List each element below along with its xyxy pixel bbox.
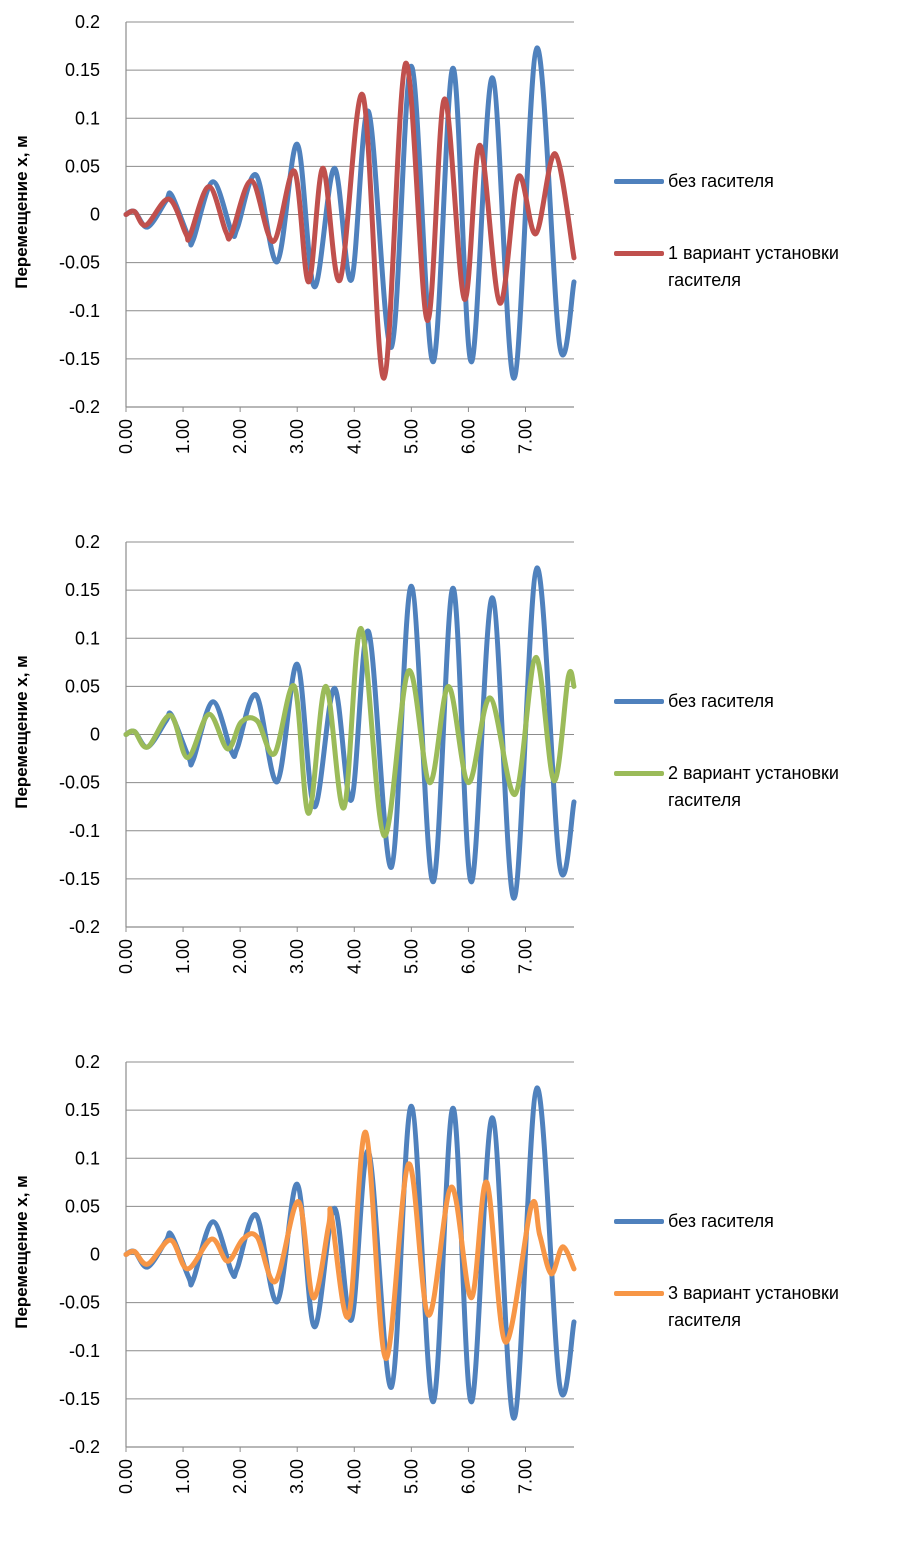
x-tick-label: 4.00 xyxy=(344,419,364,454)
legend-label: без гасителя xyxy=(668,691,774,711)
legend-swatch xyxy=(614,699,664,704)
legend-swatch xyxy=(614,1291,664,1296)
y-tick-label: 0.05 xyxy=(65,676,100,696)
x-tick-label: 6.00 xyxy=(458,939,478,974)
x-tick-label: 5.00 xyxy=(401,419,421,454)
legend-item-baseline: без гасителя xyxy=(614,690,904,724)
y-tick-label: 0.15 xyxy=(65,580,100,600)
legend-swatch xyxy=(614,179,664,184)
x-tick-label: 7.00 xyxy=(515,1459,535,1494)
legend-item-baseline: без гасителя xyxy=(614,170,904,204)
legend-label: без гасителя xyxy=(668,171,774,191)
y-tick-label: 0 xyxy=(90,725,100,745)
y-tick-label: -0.05 xyxy=(59,773,100,793)
y-tick-label: -0.2 xyxy=(69,917,100,937)
legend-label: 1 вариант установки гасителя xyxy=(668,243,839,290)
y-tick-label: -0.2 xyxy=(69,397,100,417)
y-tick-label: 0.1 xyxy=(75,1148,100,1168)
x-tick-label: 2.00 xyxy=(230,939,250,974)
chart-panel-2: 0.2 0.15 0.1 0.05 0 -0.05 -0.1 -0.15 -0.2 0.00 1.0… xyxy=(0,520,907,1030)
chart-1-plot: 0.2 0.15 0.1 0.05 0 -0.05 -0.1 -0.15 -0.2 0.00 1.0… xyxy=(59,12,577,454)
chart-3-y-axis-label: Перемещение x, м xyxy=(12,1175,31,1329)
x-tick-label: 1.00 xyxy=(173,1459,193,1494)
x-tick-label: 2.00 xyxy=(230,1459,250,1494)
x-tick-label: 5.00 xyxy=(401,939,421,974)
x-tick-label: 6.00 xyxy=(458,1459,478,1494)
legend-item-baseline: без гасителя xyxy=(614,1210,904,1244)
y-tick-label: -0.15 xyxy=(59,349,100,369)
x-tick-label: 5.00 xyxy=(401,1459,421,1494)
series-line-variant xyxy=(123,626,577,839)
series-line-variant xyxy=(123,60,577,381)
y-tick-label: 0.15 xyxy=(65,60,100,80)
legend-label: без гасителя xyxy=(668,1211,774,1231)
legend-label: 2 вариант установки гасителя xyxy=(668,763,839,810)
y-tick-label: 0.2 xyxy=(75,532,100,552)
x-tick-label: 3.00 xyxy=(287,419,307,454)
legend-swatch xyxy=(614,771,664,776)
y-tick-label: -0.2 xyxy=(69,1437,100,1457)
x-tick-label: 4.00 xyxy=(344,1459,364,1494)
legend-label: 3 вариант установки гасителя xyxy=(668,1283,839,1330)
x-tick-label: 4.00 xyxy=(344,939,364,974)
x-tick-label: 3.00 xyxy=(287,939,307,974)
chart-3-plot: 0.2 0.15 0.1 0.05 0 -0.05 -0.1 -0.15 -0.2 0.00 1.0… xyxy=(59,1052,577,1494)
y-tick-label: 0.1 xyxy=(75,628,100,648)
chart-2-plot: 0.2 0.15 0.1 0.05 0 -0.05 -0.1 -0.15 -0.2 0.00 1.0… xyxy=(59,532,577,974)
y-tick-label: 0 xyxy=(90,1245,100,1265)
y-tick-label: -0.15 xyxy=(59,1389,100,1409)
x-tick-label: 2.00 xyxy=(230,419,250,454)
legend-item-variant-2: 2 вариант установки гасителя xyxy=(614,762,904,810)
x-tick-label: 1.00 xyxy=(173,419,193,454)
x-tick-label: 0.00 xyxy=(116,1459,136,1494)
y-tick-label: 0.2 xyxy=(75,1052,100,1072)
y-tick-label: -0.1 xyxy=(69,1341,100,1361)
chart-panel-3: 0.2 0.15 0.1 0.05 0 -0.05 -0.1 -0.15 -0.2 0.00 1.0… xyxy=(0,1040,907,1552)
x-tick-label: 7.00 xyxy=(515,419,535,454)
chart-3-legend: без гасителя 3 вариант установки гасител… xyxy=(614,1210,904,1354)
x-tick-label: 6.00 xyxy=(458,419,478,454)
y-tick-label: -0.1 xyxy=(69,821,100,841)
legend-item-variant-1: 1 вариант установки гасителя xyxy=(614,242,904,290)
x-tick-label: 7.00 xyxy=(515,939,535,974)
legend-swatch xyxy=(614,1219,664,1224)
y-tick-label: 0 xyxy=(90,205,100,225)
chart-1-legend: без гасителя 1 вариант установки гасител… xyxy=(614,170,904,314)
chart-1-y-axis-label: Перемещение x, м xyxy=(12,135,31,289)
y-tick-label: -0.05 xyxy=(59,1293,100,1313)
series-line-baseline xyxy=(123,1085,577,1421)
y-tick-label: -0.15 xyxy=(59,869,100,889)
y-tick-label: 0.15 xyxy=(65,1100,100,1120)
chart-2-y-axis-label: Перемещение x, м xyxy=(12,655,31,809)
y-tick-label: -0.1 xyxy=(69,301,100,321)
legend-swatch xyxy=(614,251,664,256)
y-tick-label: -0.05 xyxy=(59,253,100,273)
legend-item-variant-3: 3 вариант установки гасителя xyxy=(614,1282,904,1330)
chart-2-legend: без гасителя 2 вариант установки гасител… xyxy=(614,690,904,834)
x-tick-label: 0.00 xyxy=(116,939,136,974)
series-line-variant xyxy=(123,1129,577,1361)
x-tick-label: 1.00 xyxy=(173,939,193,974)
y-tick-label: 0.05 xyxy=(65,156,100,176)
x-tick-label: 3.00 xyxy=(287,1459,307,1494)
x-tick-label: 0.00 xyxy=(116,419,136,454)
y-tick-label: 0.2 xyxy=(75,12,100,32)
y-tick-label: 0.05 xyxy=(65,1196,100,1216)
y-tick-label: 0.1 xyxy=(75,108,100,128)
chart-panel-1: 0.2 0.15 0.1 0.05 0 -0.05 -0.1 -0.15 -0.2 0.00 1.0… xyxy=(0,0,907,510)
